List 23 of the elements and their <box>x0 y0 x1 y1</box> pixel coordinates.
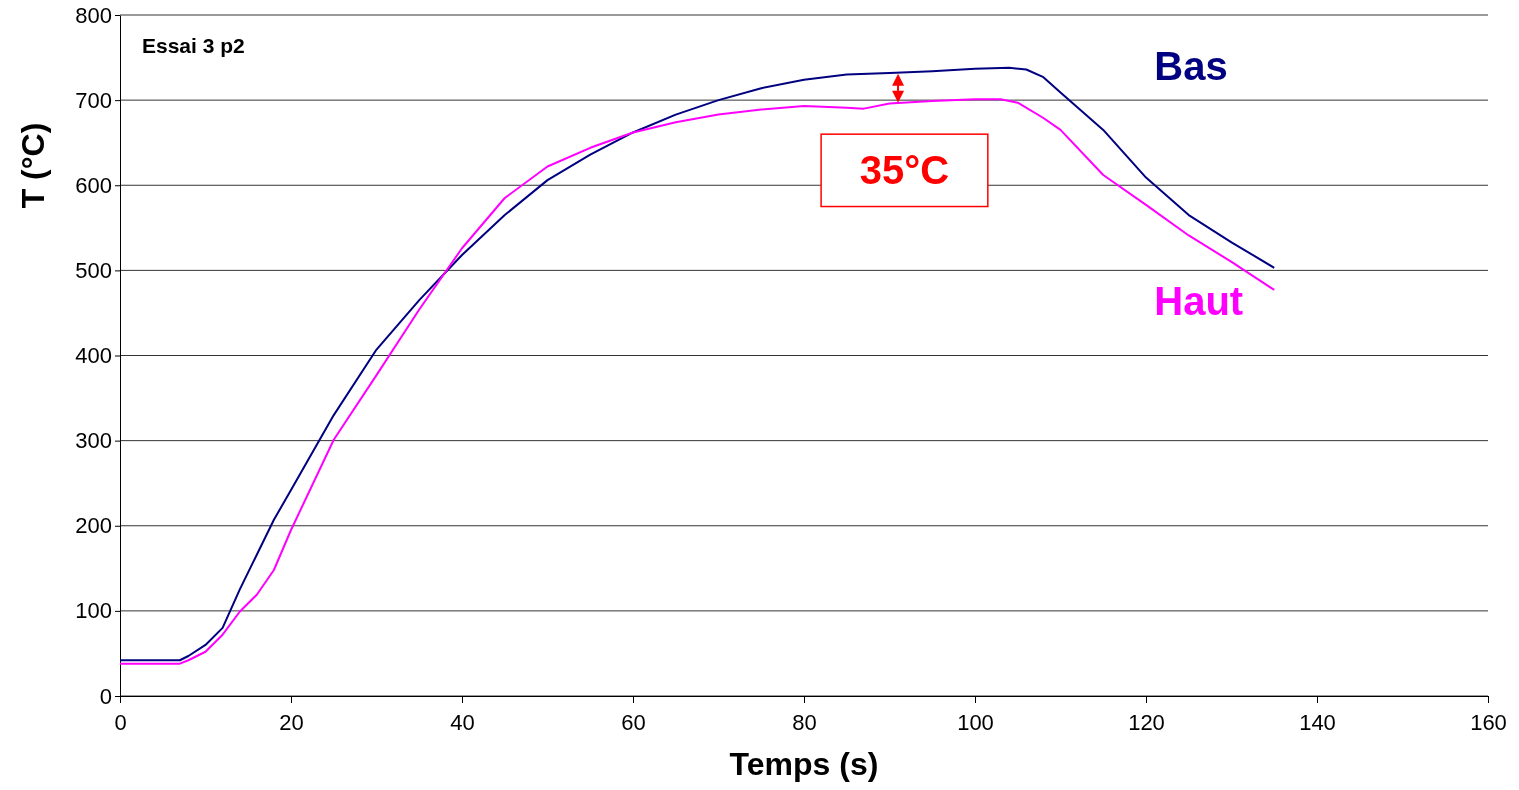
y-tick-label: 700 <box>75 87 112 113</box>
y-tick-label: 400 <box>75 343 112 369</box>
y-tick-label: 500 <box>75 257 112 283</box>
y-tick-label: 300 <box>75 428 112 454</box>
x-tick-label: 60 <box>621 710 646 736</box>
annotation: 35°C <box>859 148 950 193</box>
y-tick-label: 600 <box>75 172 112 198</box>
y-tick-label: 0 <box>99 683 112 709</box>
y-tick-label: 800 <box>75 2 112 28</box>
annotation: Essai 3 p2 <box>142 34 245 57</box>
series-label: Bas <box>1154 43 1228 88</box>
x-tick-label: 80 <box>792 710 817 736</box>
x-tick-label: 160 <box>1470 710 1507 736</box>
x-tick-label: 120 <box>1128 710 1165 736</box>
series-label: Haut <box>1154 278 1244 323</box>
x-tick-label: 20 <box>279 710 304 736</box>
x-tick-label: 40 <box>450 710 475 736</box>
x-tick-label: 140 <box>1299 710 1336 736</box>
y-tick-label: 100 <box>75 598 112 624</box>
x-axis-title: Temps (s) <box>729 746 879 782</box>
y-tick-label: 200 <box>75 513 112 539</box>
x-tick-label: 100 <box>957 710 994 736</box>
y-axis-title: T (°C) <box>15 122 51 209</box>
